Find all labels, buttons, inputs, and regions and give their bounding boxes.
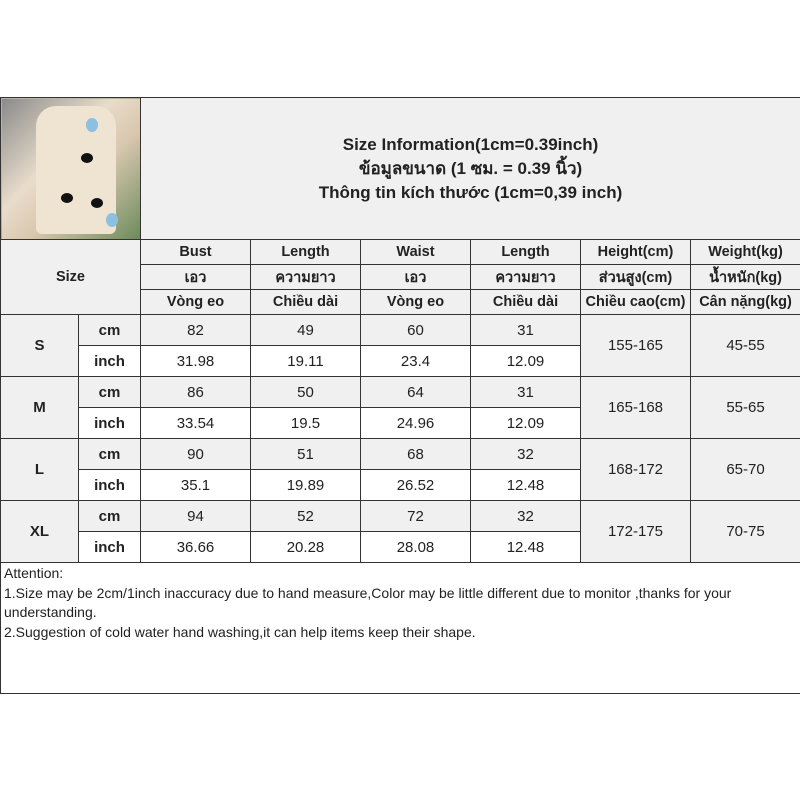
- column-header: Weight(kg): [689, 239, 800, 265]
- column-header: Vòng eo: [360, 289, 471, 315]
- inch-value: 20.28: [250, 531, 361, 563]
- size-label: S: [0, 314, 79, 377]
- column-header: เอว: [140, 264, 251, 290]
- height-range: 168-172: [580, 438, 691, 501]
- cm-value: 60: [360, 314, 471, 346]
- size-info-title: Size Information(1cm=0.39inch) ข้อมูลขนา…: [139, 97, 800, 240]
- unit-label: inch: [78, 345, 141, 377]
- cm-value: 49: [250, 314, 361, 346]
- table-row: inch 35.1 19.89 26.52 12.48: [1, 469, 800, 501]
- cm-value: 82: [140, 314, 251, 346]
- cm-value: 51: [250, 438, 361, 470]
- column-header: Vòng eo: [140, 289, 251, 315]
- inch-value: 31.98: [140, 345, 251, 377]
- table-row: XL cm 94 52 72 32 172-175 70-75: [0, 500, 800, 563]
- cm-value: 31: [470, 376, 581, 408]
- inch-value: 19.89: [250, 469, 361, 501]
- inch-value: 19.5: [250, 407, 361, 439]
- size-chart: Size Information(1cm=0.39inch) ข้อมูลขนา…: [0, 97, 800, 694]
- column-header: Waist: [360, 239, 471, 265]
- unit-label: inch: [78, 469, 141, 501]
- inch-value: 12.09: [470, 345, 581, 377]
- cm-value: 68: [360, 438, 471, 470]
- size-header: Size: [0, 239, 141, 315]
- inch-value: 33.54: [140, 407, 251, 439]
- column-header: Bust: [140, 239, 251, 265]
- cm-value: 50: [250, 376, 361, 408]
- inch-value: 12.48: [470, 469, 581, 501]
- column-header: เอว: [360, 264, 471, 290]
- inch-value: 36.66: [140, 531, 251, 563]
- attention-note-2: 2.Suggestion of cold water hand washing,…: [4, 623, 476, 640]
- cm-value: 72: [360, 500, 471, 532]
- attention-heading: Attention:: [4, 565, 64, 581]
- cm-value: 31: [470, 314, 581, 346]
- unit-label: inch: [78, 407, 141, 439]
- inch-value: 35.1: [140, 469, 251, 501]
- weight-range: 45-55: [689, 314, 800, 377]
- column-header: Chiều cao(cm): [580, 289, 691, 315]
- inch-value: 28.08: [360, 531, 471, 563]
- unit-label: cm: [78, 500, 141, 532]
- table-row: inch 31.98 19.11 23.4 12.09: [1, 345, 800, 377]
- unit-label: cm: [78, 314, 141, 346]
- inch-value: 26.52: [360, 469, 471, 501]
- column-header: ความยาว: [470, 264, 581, 290]
- inch-value: 24.96: [360, 407, 471, 439]
- title-th: ข้อมูลขนาด (1 ซม. = 0.39 นิ้ว): [358, 158, 583, 178]
- height-range: 155-165: [580, 314, 691, 377]
- title-en: Size Information(1cm=0.39inch): [342, 134, 599, 154]
- cm-value: 90: [140, 438, 251, 470]
- title-vi: Thông tin kích thước (1cm=0,39 inch): [318, 182, 623, 202]
- inch-value: 19.11: [250, 345, 361, 377]
- cm-value: 32: [470, 438, 581, 470]
- weight-range: 70-75: [689, 500, 800, 563]
- column-header: ความยาว: [250, 264, 361, 290]
- column-header: Length: [470, 239, 581, 265]
- inch-value: 23.4: [360, 345, 471, 377]
- product-photo: [0, 97, 141, 240]
- column-header: น้ำหนัก(kg): [689, 264, 800, 290]
- table-row: inch 36.66 20.28 28.08 12.48: [1, 531, 800, 563]
- column-header: Height(cm): [580, 239, 691, 265]
- unit-label: cm: [78, 438, 141, 470]
- size-label: XL: [0, 500, 79, 563]
- column-header: ส่วนสูง(cm): [580, 264, 691, 290]
- weight-range: 65-70: [689, 438, 800, 501]
- attention-notes: Attention: 1.Size may be 2cm/1inch inacc…: [0, 562, 800, 694]
- height-range: 172-175: [580, 500, 691, 563]
- inch-value: 12.09: [470, 407, 581, 439]
- weight-range: 55-65: [689, 376, 800, 439]
- column-header: Chiều dài: [250, 289, 361, 315]
- column-header: Cân nặng(kg): [689, 289, 800, 315]
- size-label: M: [0, 376, 79, 439]
- height-range: 165-168: [580, 376, 691, 439]
- cm-value: 64: [360, 376, 471, 408]
- table-row: inch 33.54 19.5 24.96 12.09: [1, 407, 800, 439]
- column-header: Length: [250, 239, 361, 265]
- unit-label: cm: [78, 376, 141, 408]
- size-label: L: [0, 438, 79, 501]
- cm-value: 32: [470, 500, 581, 532]
- column-header: Chiều dài: [470, 289, 581, 315]
- unit-label: inch: [78, 531, 141, 563]
- inch-value: 12.48: [470, 531, 581, 563]
- cm-value: 94: [140, 500, 251, 532]
- attention-note-1: 1.Size may be 2cm/1inch inaccuracy due t…: [4, 584, 732, 621]
- cm-value: 86: [140, 376, 251, 408]
- cm-value: 52: [250, 500, 361, 532]
